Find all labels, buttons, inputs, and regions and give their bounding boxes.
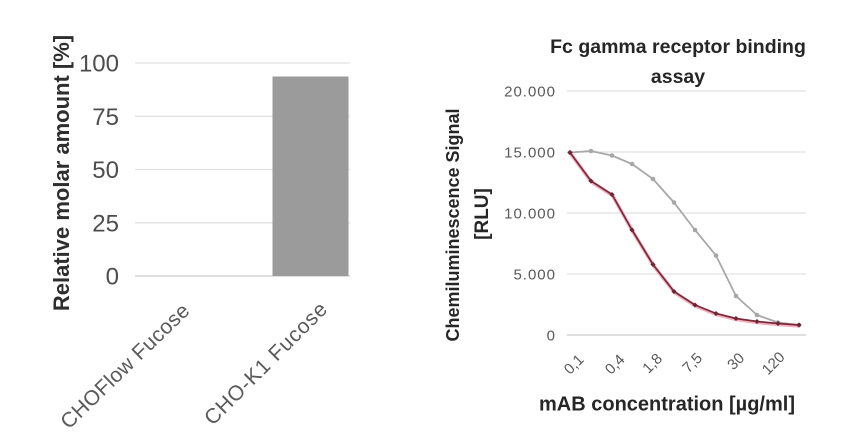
svg-text:Fc gamma receptor binding: Fc gamma receptor binding bbox=[550, 36, 806, 58]
svg-text:0: 0 bbox=[547, 328, 556, 345]
svg-text:10.000: 10.000 bbox=[504, 206, 556, 223]
svg-text:15.000: 15.000 bbox=[504, 145, 556, 162]
svg-text:5.000: 5.000 bbox=[513, 267, 556, 284]
svg-text:Chemiluminescence Signal: Chemiluminescence Signal bbox=[443, 108, 463, 341]
svg-text:0: 0 bbox=[106, 264, 119, 291]
svg-text:50: 50 bbox=[92, 157, 119, 184]
svg-text:1,8: 1,8 bbox=[639, 350, 666, 377]
svg-text:mAB concentration [µg/ml]: mAB concentration [µg/ml] bbox=[539, 394, 795, 416]
svg-text:75: 75 bbox=[92, 104, 119, 131]
svg-text:Relative molar amount [%]: Relative molar amount [%] bbox=[49, 35, 74, 311]
svg-text:CHO-K1 Fucose: CHO-K1 Fucose bbox=[200, 297, 333, 430]
svg-text:120: 120 bbox=[759, 349, 789, 379]
svg-text:assay: assay bbox=[651, 66, 705, 88]
svg-text:CHOFlow Fucose: CHOFlow Fucose bbox=[56, 299, 194, 434]
svg-text:0,4: 0,4 bbox=[602, 351, 629, 378]
svg-text:7,5: 7,5 bbox=[679, 350, 706, 377]
svg-text:[RLU]: [RLU] bbox=[472, 188, 493, 240]
svg-text:0,1: 0,1 bbox=[561, 351, 588, 378]
svg-text:20.000: 20.000 bbox=[504, 84, 556, 101]
svg-text:30: 30 bbox=[724, 350, 748, 374]
svg-text:25: 25 bbox=[92, 210, 119, 237]
svg-text:100: 100 bbox=[79, 51, 119, 78]
